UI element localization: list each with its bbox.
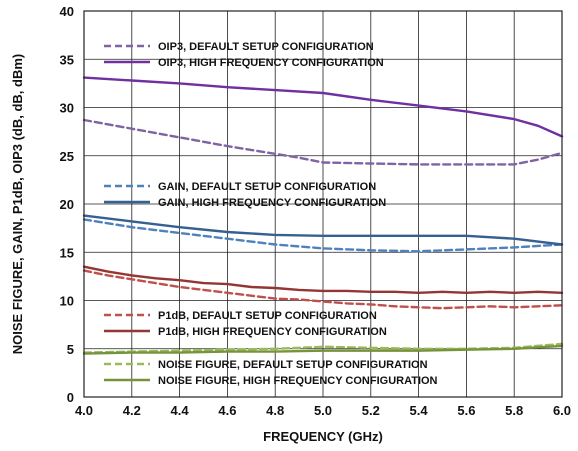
- x-tick-label: 6.0: [553, 403, 571, 418]
- legend-label: P1dB, HIGH FREQUENCY CONFIGURATION: [158, 326, 387, 338]
- y-tick-label: 5: [67, 342, 74, 357]
- y-tick-label: 10: [60, 294, 74, 309]
- x-tick-label: 5.6: [457, 403, 475, 418]
- y-tick-label: 20: [60, 197, 74, 212]
- y-tick-label: 25: [60, 149, 74, 164]
- series-line: [82, 344, 564, 355]
- legend-label: OIP3, HIGH FREQUENCY CONFIGURATION: [158, 57, 384, 69]
- tick-labels: 4.0 4.2 4.4 4.6 4.8 5.0 5.2 5.4 5.6 5.8 6.0 0 5 10 15 2…: [60, 4, 572, 418]
- legend: OIP3, DEFAULT SETUP CONFIGURATION OIP3, H…: [104, 41, 438, 387]
- x-axis-title: FREQUENCY (GHz): [263, 429, 383, 444]
- series-line: [82, 269, 564, 310]
- legend-label: OIP3, DEFAULT SETUP CONFIGURATION: [158, 41, 374, 53]
- legend-label: NOISE FIGURE, HIGH FREQUENCY CONFIGURATI…: [158, 375, 438, 387]
- y-tick-label: 30: [60, 101, 74, 116]
- x-tick-label: 5.4: [410, 403, 429, 418]
- x-tick-label: 5.0: [314, 403, 332, 418]
- series-line: [82, 214, 564, 246]
- y-tick-label: 35: [60, 52, 74, 67]
- y-axis-title: NOISE FIGURE, GAIN, P1dB, OIP3 (dB, dB, …: [10, 54, 25, 354]
- y-tick-label: 15: [60, 245, 74, 260]
- grid-lines: [84, 11, 562, 397]
- legend-label: GAIN, DEFAULT SETUP CONFIGURATION: [158, 181, 376, 193]
- x-tick-label: 4.2: [123, 403, 141, 418]
- legend-label: GAIN, HIGH FREQUENCY CONFIGURATION: [158, 197, 386, 209]
- x-tick-label: 4.4: [171, 403, 190, 418]
- series-line: [82, 76, 564, 138]
- x-tick-label: 5.2: [362, 403, 380, 418]
- series-lines: [82, 76, 564, 355]
- legend-label: P1dB, DEFAULT SETUP CONFIGURATION: [158, 310, 377, 322]
- x-tick-label: 4.0: [75, 403, 93, 418]
- x-tick-label: 4.8: [266, 403, 284, 418]
- series-line: [82, 118, 564, 166]
- series-line: [82, 265, 564, 294]
- y-tick-label: 40: [60, 4, 74, 19]
- series-line: [82, 218, 564, 253]
- y-tick-label: 0: [67, 390, 74, 405]
- plot-frame: [83, 10, 563, 398]
- legend-label: NOISE FIGURE, DEFAULT SETUP CONFIGURATIO…: [158, 359, 428, 371]
- x-tick-label: 4.6: [218, 403, 236, 418]
- x-tick-label: 5.8: [505, 403, 523, 418]
